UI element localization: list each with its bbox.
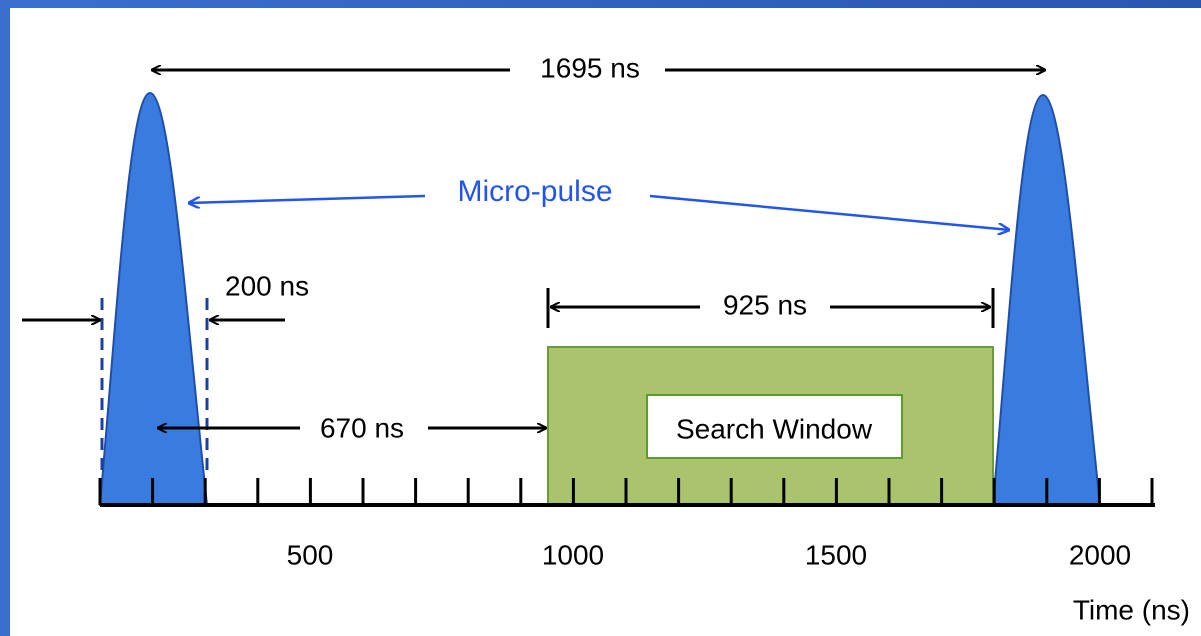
delay-label: 670 ns bbox=[320, 412, 404, 443]
period-label: 1695 ns bbox=[540, 52, 640, 83]
arrow bbox=[649, 194, 1010, 230]
window-width-label: 925 ns bbox=[723, 289, 807, 320]
tick-label: 2000 bbox=[1069, 539, 1131, 570]
pulse bbox=[98, 91, 209, 506]
pulse bbox=[991, 93, 1102, 506]
arrow bbox=[188, 194, 426, 203]
tick-label: 1500 bbox=[805, 539, 867, 570]
tick-label: 500 bbox=[287, 539, 334, 570]
ticks bbox=[98, 478, 1154, 505]
search-window-box bbox=[646, 394, 903, 459]
search-window-label: Search Window bbox=[676, 413, 873, 444]
tick-label: 1000 bbox=[542, 539, 604, 570]
axis-title: Time (ns) bbox=[1073, 594, 1190, 625]
pulse-width-label: 200 ns bbox=[225, 270, 309, 301]
micro-pulse-label: Micro-pulse bbox=[457, 175, 612, 208]
